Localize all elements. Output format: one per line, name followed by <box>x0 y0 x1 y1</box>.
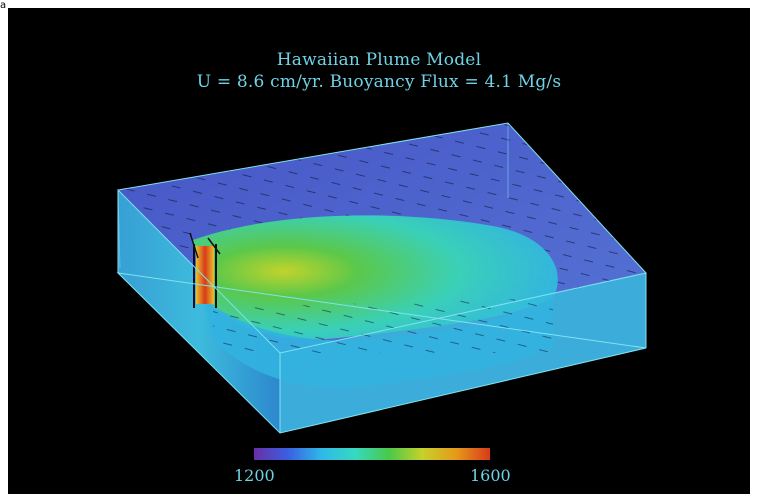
colorbar-min-label: 1200 <box>234 466 275 485</box>
panel-letter: a <box>0 0 7 11</box>
colorbar-max-label: 1600 <box>470 466 511 485</box>
box-wireframe <box>116 122 647 434</box>
visualization-frame: Hawaiian Plume Model U = 8.6 cm/yr. Buoy… <box>8 8 750 494</box>
figure-title: Hawaiian Plume Model <box>276 50 482 70</box>
plume-3d-render <box>116 122 647 460</box>
slab-front-face <box>118 190 280 433</box>
colorbar <box>254 448 490 460</box>
plume-conduit <box>196 246 214 304</box>
conduit-arrow-1 <box>189 232 199 259</box>
figure-subtitle: U = 8.6 cm/yr. Buoyancy Flux = 4.1 Mg/s <box>196 72 562 92</box>
conduit-arrow-2 <box>207 237 221 255</box>
